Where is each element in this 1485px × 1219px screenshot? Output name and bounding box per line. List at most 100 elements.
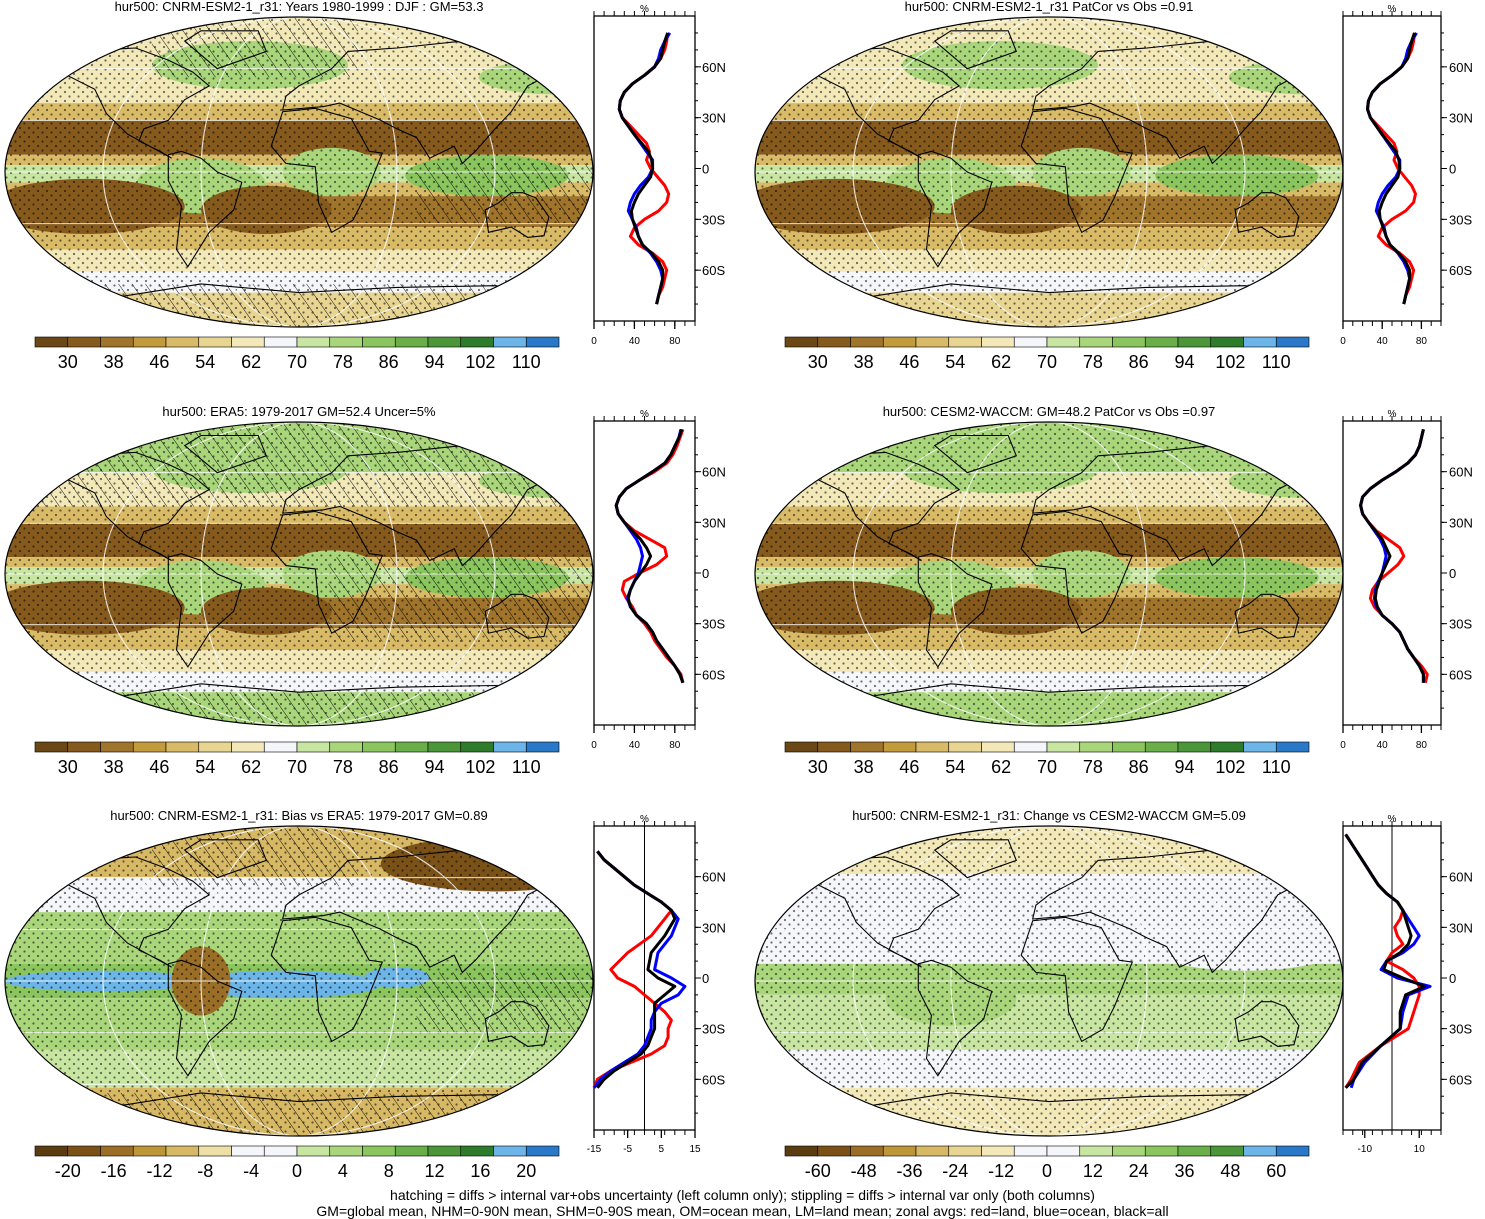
zonal-frame — [1342, 15, 1442, 322]
colorbar-label: 30 — [58, 757, 78, 777]
zonal-xtick-label: 40 — [1377, 740, 1389, 751]
colorbar-swatch — [460, 741, 494, 753]
colorbar-swatch — [1112, 741, 1146, 753]
colorbar-label: 62 — [991, 352, 1011, 372]
zonal-line-black — [1359, 429, 1425, 683]
coast-africa — [270, 916, 384, 1043]
lat-label: 30S — [702, 1022, 725, 1037]
coast-africa — [1020, 510, 1134, 634]
lat-label: 60S — [702, 667, 725, 682]
colorbar-swatch — [296, 741, 331, 753]
map-field — [5, 422, 593, 726]
lat-label: 60S — [702, 1072, 725, 1087]
lat-label: 30N — [1449, 515, 1473, 530]
zonal-panel: % 0 40 80 60N 30N 0 30S 60S — [1340, 409, 1473, 751]
colorbar-label: 12 — [425, 1161, 445, 1181]
coast-north-america — [777, 47, 961, 159]
lat-label: 60S — [1449, 667, 1472, 682]
colorbar-swatch — [394, 1145, 429, 1157]
coast-north-america — [27, 47, 211, 159]
zonal-line-red — [1366, 32, 1417, 305]
coast-south-america — [917, 553, 993, 668]
colorbar: -60 -48 -36 -24 -12 0 12 24 36 48 60 — [784, 1145, 1310, 1181]
coast-greenland — [183, 30, 268, 70]
colorbar-swatch — [362, 741, 396, 753]
colorbar-swatch — [362, 336, 396, 348]
colorbar-swatch — [882, 336, 917, 348]
colorbar-label: 0 — [292, 1161, 302, 1181]
coast-australia — [484, 593, 550, 639]
colorbar-swatch — [817, 1145, 851, 1157]
colorbar-swatch — [1243, 741, 1277, 753]
zonal-xtick-label: 40 — [629, 740, 641, 751]
zonal-line-black — [596, 850, 677, 1089]
colorbar-swatch — [525, 1145, 560, 1157]
colorbar-label: 86 — [379, 352, 399, 372]
colorbar-label: 102 — [1215, 757, 1245, 777]
colorbar-label: 86 — [1129, 352, 1149, 372]
colorbar-label: 38 — [104, 757, 124, 777]
zonal-panel: % -15 -5 5 15 60N 30N 0 30S 60S — [587, 814, 726, 1155]
colorbar-label: 46 — [899, 352, 919, 372]
lat-label: 0 — [1449, 162, 1456, 177]
panel-model-patcor: hur500: CNRM-ESM2-1_r31 PatCor vs Obs =0… — [754, 0, 1473, 372]
colorbar-label: 62 — [991, 757, 1011, 777]
hatching — [328, 557, 593, 642]
lat-label: 60S — [702, 263, 725, 278]
colorbar-swatch — [231, 1145, 265, 1157]
colorbar-swatch — [850, 1145, 884, 1157]
zonal-line-black — [617, 32, 670, 305]
colorbar-swatch — [1144, 741, 1179, 753]
zonal-panel: % -10 10 60N 30N 0 30S 60S — [1342, 814, 1473, 1155]
graticule — [5, 17, 593, 327]
panel-title: hur500: CNRM-ESM2-1_r31: Change vs CESM2… — [852, 808, 1246, 823]
colorbar-swatch — [915, 336, 950, 348]
coast-australia — [1234, 1001, 1300, 1047]
colorbar-label: 70 — [287, 352, 307, 372]
colorbar-swatch — [1210, 741, 1244, 753]
coast-south-america — [167, 553, 243, 668]
colorbar-swatch — [915, 1145, 950, 1157]
colorbar-swatch — [132, 1145, 167, 1157]
colorbar: 30 38 46 54 62 70 78 86 94 102 110 — [784, 741, 1310, 777]
zonal-xtick-label: 80 — [1416, 740, 1428, 751]
colorbar-swatch — [981, 741, 1015, 753]
colorbar-swatch — [1144, 1145, 1179, 1157]
colorbar-swatch — [67, 336, 101, 348]
colorbar-label: 110 — [512, 352, 541, 372]
panel-title: hur500: CNRM-ESM2-1_r31: Years 1980-1999… — [115, 0, 484, 14]
colorbar-swatch — [296, 336, 331, 348]
colorbar-label: 94 — [1175, 352, 1195, 372]
colorbar-swatch — [100, 1145, 134, 1157]
colorbar-label: 94 — [425, 352, 445, 372]
coastlines — [755, 30, 1343, 327]
colorbar-swatch — [165, 336, 200, 348]
colorbar-label: 94 — [425, 757, 445, 777]
colorbar-swatch — [34, 336, 69, 348]
colorbar-swatch — [100, 336, 134, 348]
colorbar-label: -48 — [851, 1161, 877, 1181]
coast-australia — [484, 1001, 550, 1047]
lat-label: 30N — [1449, 920, 1473, 935]
coastlines — [755, 434, 1343, 726]
colorbar-swatch — [263, 336, 298, 348]
colorbar-swatch — [231, 336, 265, 348]
coastlines — [5, 839, 593, 1136]
colorbar-swatch — [1112, 1145, 1146, 1157]
panel-model: hur500: CNRM-ESM2-1_r31: Years 1980-1999… — [4, 0, 726, 372]
zonal-line-red — [617, 32, 671, 305]
zonal-xtick-label: 10 — [1414, 1144, 1426, 1155]
footnote-means: GM=global mean, NHM=0-90N mean, SHM=0-90… — [316, 1203, 1169, 1219]
colorbar-label: 62 — [241, 757, 261, 777]
coast-antarctica — [755, 683, 1343, 726]
panel-title: hur500: CNRM-ESM2-1_r31: Bias vs ERA5: 1… — [110, 808, 488, 823]
lat-label: 0 — [702, 566, 709, 581]
coast-north-america — [27, 856, 211, 968]
coast-antarctica — [5, 283, 593, 327]
zonal-line-red — [1344, 833, 1421, 1089]
colorbar-label: 54 — [945, 757, 965, 777]
coastlines — [5, 30, 593, 327]
colorbar-label: 78 — [1083, 352, 1103, 372]
map-frame — [4, 825, 594, 1137]
colorbar-swatch — [948, 1145, 982, 1157]
